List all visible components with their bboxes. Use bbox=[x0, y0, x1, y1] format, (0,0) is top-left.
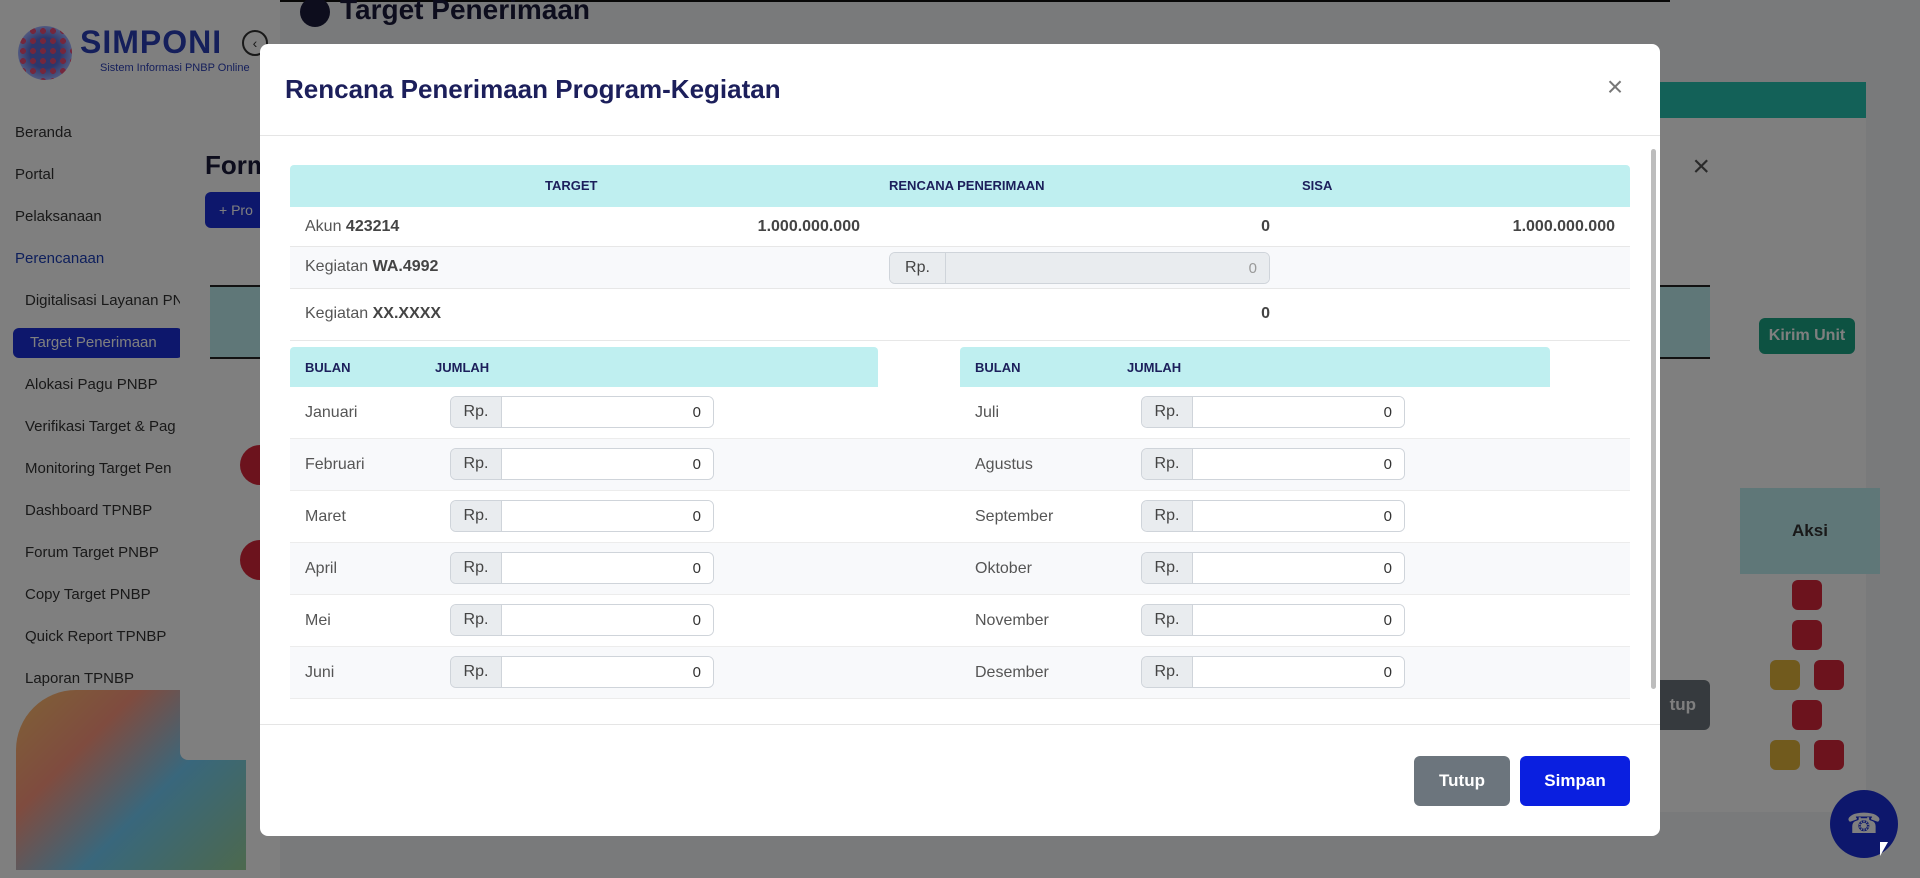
kegiatan-label-text: Kegiatan bbox=[305, 258, 369, 275]
close-icon[interactable]: × bbox=[1606, 71, 1624, 102]
month-name: Oktober bbox=[975, 560, 1032, 577]
month-name: April bbox=[305, 560, 338, 577]
modal-body: TARGET RENCANA PENERIMAAN SISA Akun 4232… bbox=[290, 165, 1630, 725]
table-row: Juni Rp. Desember Rp. bbox=[290, 647, 1630, 699]
currency-prefix: Rp. bbox=[451, 501, 502, 531]
table-row: Kegiatan WA.4992 Rp. bbox=[290, 247, 1630, 289]
currency-prefix: Rp. bbox=[451, 449, 502, 479]
header-sisa: SISA bbox=[1302, 178, 1333, 193]
header-jumlah: JUMLAH bbox=[1127, 360, 1182, 375]
oktober-input[interactable] bbox=[1193, 553, 1404, 583]
modal-title: Rencana Penerimaan Program-Kegiatan bbox=[285, 74, 781, 104]
header-bulan: BULAN bbox=[975, 360, 1021, 375]
akun-label: Akun 423214 bbox=[305, 218, 399, 236]
monthly-plan-table: BULAN JUMLAH BULAN JUMLAH Januari Rp. Ju… bbox=[290, 347, 1630, 699]
kegiatan-rencana-input bbox=[946, 253, 1269, 283]
tutup-button[interactable]: Tutup bbox=[1414, 756, 1510, 806]
currency-prefix: Rp. bbox=[451, 605, 502, 635]
currency-prefix: Rp. bbox=[451, 657, 502, 687]
akun-target: 1.000.000.000 bbox=[757, 218, 860, 235]
currency-prefix: Rp. bbox=[1142, 605, 1193, 635]
modal-footer: Tutup Simpan bbox=[260, 724, 1660, 836]
mei-input[interactable] bbox=[502, 605, 713, 635]
desember-input[interactable] bbox=[1193, 657, 1404, 687]
currency-prefix: Rp. bbox=[890, 253, 946, 283]
month-name: Juni bbox=[305, 664, 335, 681]
kegiatan-rencana-field: Rp. bbox=[889, 252, 1270, 284]
month-amount-field: Rp. bbox=[450, 552, 714, 584]
agustus-input[interactable] bbox=[1193, 449, 1404, 479]
month-name: Maret bbox=[305, 508, 346, 525]
month-amount-field: Rp. bbox=[450, 656, 714, 688]
month-name: November bbox=[975, 612, 1049, 629]
simpan-button[interactable]: Simpan bbox=[1520, 756, 1630, 806]
month-amount-field: Rp. bbox=[1141, 448, 1405, 480]
month-amount-field: Rp. bbox=[450, 448, 714, 480]
april-input[interactable] bbox=[502, 553, 713, 583]
table-row: Maret Rp. September Rp. bbox=[290, 491, 1630, 543]
kegiatan-label: Kegiatan WA.4992 bbox=[305, 258, 438, 276]
header-rencana: RENCANA PENERIMAAN bbox=[889, 178, 1045, 193]
akun-rencana: 0 bbox=[1261, 218, 1270, 235]
currency-prefix: Rp. bbox=[1142, 657, 1193, 687]
kegiatan-code: WA.4992 bbox=[372, 258, 439, 275]
table-row: April Rp. Oktober Rp. bbox=[290, 543, 1630, 595]
modal-header: Rencana Penerimaan Program-Kegiatan × bbox=[260, 44, 1660, 136]
akun-sisa: 1.000.000.000 bbox=[1512, 218, 1615, 235]
month-name: Februari bbox=[305, 456, 365, 473]
september-input[interactable] bbox=[1193, 501, 1404, 531]
month-amount-field: Rp. bbox=[1141, 396, 1405, 428]
month-name: Desember bbox=[975, 664, 1049, 681]
november-input[interactable] bbox=[1193, 605, 1404, 635]
currency-prefix: Rp. bbox=[1142, 449, 1193, 479]
juni-input[interactable] bbox=[502, 657, 713, 687]
kegiatan-total: 0 bbox=[1261, 305, 1270, 322]
table-row: Februari Rp. Agustus Rp. bbox=[290, 439, 1630, 491]
kegiatan-label: Kegiatan XX.XXXX bbox=[305, 305, 441, 323]
juli-input[interactable] bbox=[1193, 397, 1404, 427]
kegiatan-label-text: Kegiatan bbox=[305, 305, 369, 322]
scrollbar[interactable] bbox=[1651, 149, 1656, 689]
month-amount-field: Rp. bbox=[1141, 500, 1405, 532]
rencana-penerimaan-modal: Rencana Penerimaan Program-Kegiatan × TA… bbox=[260, 44, 1660, 836]
table-row: Januari Rp. Juli Rp. bbox=[290, 387, 1630, 439]
month-name: Juli bbox=[975, 404, 1000, 421]
month-amount-field: Rp. bbox=[1141, 552, 1405, 584]
month-name: Mei bbox=[305, 612, 331, 629]
months-right-header: BULAN JUMLAH bbox=[960, 347, 1550, 387]
maret-input[interactable] bbox=[502, 501, 713, 531]
month-amount-field: Rp. bbox=[450, 500, 714, 532]
header-jumlah: JUMLAH bbox=[435, 360, 490, 375]
month-name: Agustus bbox=[975, 456, 1033, 473]
currency-prefix: Rp. bbox=[1142, 397, 1193, 427]
month-name: Januari bbox=[305, 404, 358, 421]
month-name: September bbox=[975, 508, 1054, 525]
month-amount-field: Rp. bbox=[450, 396, 714, 428]
months-left-header: BULAN JUMLAH bbox=[290, 347, 878, 387]
kegiatan-code: XX.XXXX bbox=[372, 305, 442, 322]
summary-table: TARGET RENCANA PENERIMAAN SISA Akun 4232… bbox=[290, 165, 1630, 341]
currency-prefix: Rp. bbox=[451, 553, 502, 583]
februari-input[interactable] bbox=[502, 449, 713, 479]
table-row: Mei Rp. November Rp. bbox=[290, 595, 1630, 647]
table-row: Kegiatan XX.XXXX 0 bbox=[290, 289, 1630, 341]
summary-header: TARGET RENCANA PENERIMAAN SISA bbox=[290, 165, 1630, 207]
header-target: TARGET bbox=[545, 178, 598, 193]
currency-prefix: Rp. bbox=[1142, 553, 1193, 583]
month-amount-field: Rp. bbox=[450, 604, 714, 636]
akun-code: 423214 bbox=[345, 218, 400, 235]
currency-prefix: Rp. bbox=[1142, 501, 1193, 531]
currency-prefix: Rp. bbox=[451, 397, 502, 427]
mouse-cursor-icon bbox=[1880, 842, 1888, 856]
month-amount-field: Rp. bbox=[1141, 656, 1405, 688]
table-row: Akun 423214 1.000.000.000 0 1.000.000.00… bbox=[290, 207, 1630, 247]
akun-label-text: Akun bbox=[305, 218, 342, 235]
januari-input[interactable] bbox=[502, 397, 713, 427]
header-bulan: BULAN bbox=[305, 360, 351, 375]
month-amount-field: Rp. bbox=[1141, 604, 1405, 636]
